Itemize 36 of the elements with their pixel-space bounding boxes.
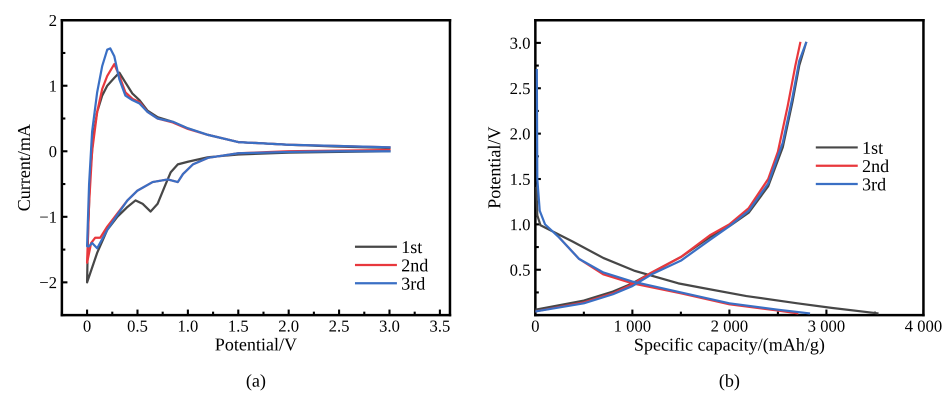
x-tick-label: 0 — [84, 320, 91, 332]
x-tick-label: 3 000 — [808, 320, 845, 332]
y-tick-label: 1.5 — [511, 174, 530, 186]
text: (b) — [720, 374, 740, 390]
legend-label: 3rd — [402, 277, 426, 290]
y-tick-label: −1 — [40, 212, 56, 223]
y-tick-label: 1 — [50, 80, 56, 92]
y-tick-label: 0.5 — [510, 264, 530, 276]
y-tick-label: 3.0 — [510, 38, 530, 49]
x-tick-label: 3.5 — [430, 320, 450, 332]
x-tick-label: 2.5 — [329, 320, 349, 332]
x-tick-label: 1.0 — [178, 320, 198, 332]
y-tick-label: 2 — [49, 14, 56, 26]
y-axis-title: Potential/V — [488, 126, 501, 208]
y-tick-label: −2 — [40, 277, 56, 288]
y-tick-label: 1.0 — [511, 219, 530, 230]
x-tick-label: 2.0 — [279, 320, 298, 332]
x-tick-label: 1 000 — [615, 320, 650, 332]
x-axis-title: Specific capacity/(mAh/g) — [635, 338, 824, 354]
x-tick-label: 4 000 — [905, 320, 942, 332]
y-axis-title: Current/mA — [18, 124, 30, 211]
text: (a) — [246, 374, 266, 390]
legend-label: 1st — [864, 142, 884, 154]
x-axis-title: Potential/V — [215, 338, 297, 351]
legend-label: 2nd — [402, 258, 428, 272]
x-tick-label: 1.5 — [229, 320, 248, 332]
x-tick-label: 0 — [532, 320, 539, 332]
y-tick-label: 0 — [49, 146, 56, 158]
legend-label: 1st — [402, 241, 422, 254]
x-tick-label: 2 000 — [711, 320, 748, 332]
x-tick-label: 0.5 — [128, 320, 148, 332]
y-tick-label: 2.0 — [510, 128, 530, 140]
y-tick-label: 2.5 — [510, 83, 530, 94]
legend-label: 3rd — [862, 178, 886, 191]
legend-label: 2nd — [862, 160, 889, 172]
x-tick-label: 3.0 — [380, 320, 400, 332]
